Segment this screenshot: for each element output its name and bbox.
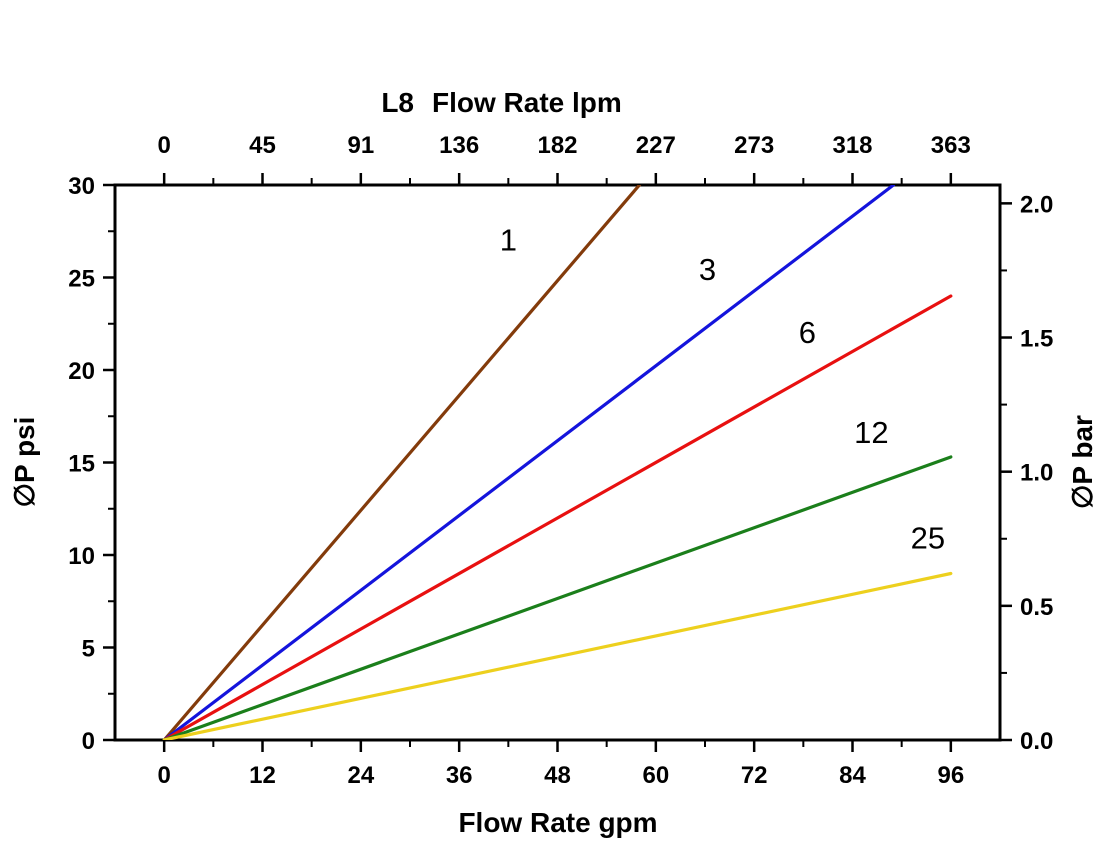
y-axis-right-label: ∅P bar bbox=[1067, 415, 1098, 509]
x-axis-tick-label: 0 bbox=[157, 762, 170, 789]
y-axis-tick-label: 10 bbox=[68, 543, 95, 570]
x-axis-tick-label: 12 bbox=[249, 762, 276, 789]
top-axis-tick-label: 227 bbox=[636, 132, 676, 159]
series-line-6 bbox=[162, 294, 953, 740]
series-line-3 bbox=[162, 185, 896, 740]
x-axis-tick-label: 24 bbox=[347, 762, 374, 789]
top-axis-tick-label: 136 bbox=[439, 132, 479, 159]
top-axis-tick-label: 45 bbox=[249, 132, 276, 159]
series-label-1: 1 bbox=[500, 223, 517, 258]
x-axis-tick-label: 60 bbox=[642, 762, 669, 789]
right-axis-tick-label: 0.5 bbox=[1020, 594, 1053, 621]
y-axis-tick-label: 0 bbox=[82, 728, 95, 755]
series-line-12 bbox=[162, 455, 953, 740]
y-axis-tick-label: 30 bbox=[68, 173, 95, 200]
series-label-3: 3 bbox=[699, 252, 716, 287]
top-axis-tick-label: 0 bbox=[157, 132, 170, 159]
series-line-25 bbox=[162, 571, 953, 740]
top-axis-tick-label: 363 bbox=[931, 132, 971, 159]
series-line-1 bbox=[162, 185, 642, 740]
series-label-12: 12 bbox=[854, 415, 888, 450]
series-label-6: 6 bbox=[799, 315, 816, 350]
right-axis-tick-label: 1.5 bbox=[1020, 326, 1053, 353]
top-axis-tick-label: 182 bbox=[537, 132, 577, 159]
right-axis-tick-label: 1.0 bbox=[1020, 460, 1053, 487]
x-axis-tick-label: 72 bbox=[741, 762, 768, 789]
y-axis-tick-label: 15 bbox=[68, 451, 95, 478]
top-axis-tick-label: 318 bbox=[832, 132, 872, 159]
x-axis-tick-label: 36 bbox=[446, 762, 473, 789]
y-axis-left-label: ∅P psi bbox=[9, 417, 40, 508]
chart-title-model: L8 bbox=[381, 87, 414, 118]
x-axis-tick-label: 96 bbox=[937, 762, 964, 789]
right-axis-tick-label: 2.0 bbox=[1020, 191, 1053, 218]
top-axis-tick-label: 91 bbox=[347, 132, 374, 159]
x-axis-label: Flow Rate gpm bbox=[458, 807, 657, 838]
x-axis-tick-label: 48 bbox=[544, 762, 571, 789]
plot-area: 0 12 24 36 48 60 72 84 960 45 91 136 182 227 273 318 363… bbox=[68, 132, 1053, 789]
y-axis-tick-label: 25 bbox=[68, 266, 95, 293]
x-axis-tick-label: 84 bbox=[839, 762, 866, 789]
y-axis-tick-label: 20 bbox=[68, 358, 95, 385]
y-axis-tick-label: 5 bbox=[82, 636, 95, 663]
chart-title-axis: Flow Rate lpm bbox=[432, 87, 622, 118]
top-axis-tick-label: 273 bbox=[734, 132, 774, 159]
series-label-25: 25 bbox=[911, 520, 945, 555]
right-axis-tick-label: 0.0 bbox=[1020, 728, 1053, 755]
